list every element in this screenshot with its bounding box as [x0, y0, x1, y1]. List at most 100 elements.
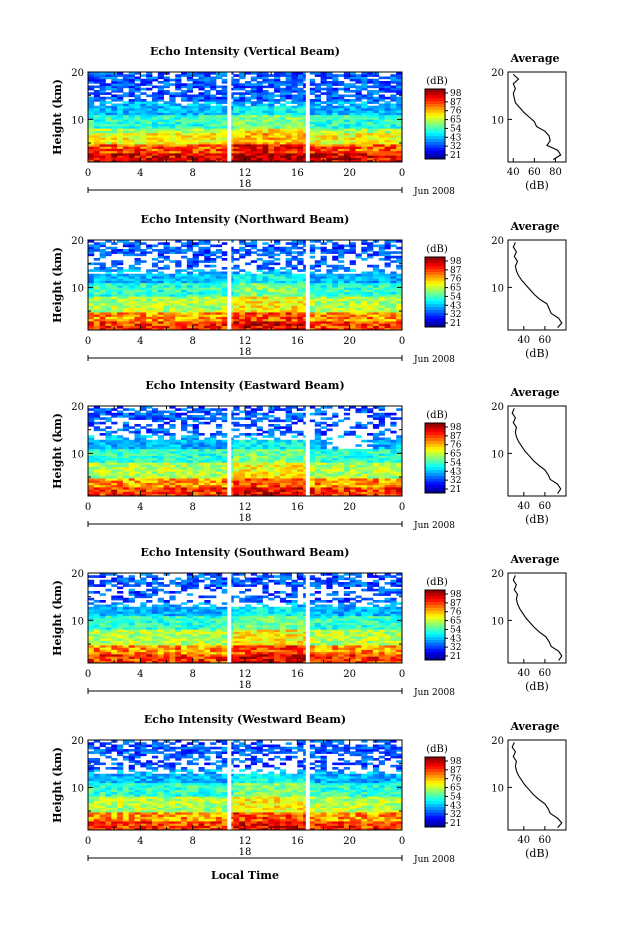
- heatmap-cell: [245, 305, 252, 308]
- heatmap-cell: [245, 155, 252, 158]
- heatmap-cell: [314, 309, 321, 313]
- heatmap-cell: [140, 314, 147, 317]
- heatmap-cell: [308, 130, 316, 134]
- heatmap-cell: [291, 251, 298, 254]
- heatmap-cell: [332, 244, 339, 248]
- heatmap-cell: [134, 76, 141, 80]
- heatmap-cell: [256, 157, 263, 161]
- heatmap-cell: [215, 112, 223, 116]
- heatmap-cell: [349, 318, 356, 322]
- heatmap-cell: [378, 135, 385, 138]
- heatmap-cell: [93, 314, 101, 317]
- heatmap-cell: [338, 309, 345, 313]
- heatmap-cell: [338, 244, 345, 248]
- heatmap-cell: [134, 460, 141, 463]
- heatmap-cell: [163, 455, 170, 459]
- heatmap-cell: [204, 240, 211, 243]
- heatmap-cell: [355, 462, 362, 465]
- heatmap-cell: [210, 484, 217, 488]
- heatmap-cell: [291, 90, 298, 93]
- heatmap-cell: [93, 305, 101, 308]
- heatmap-cell: [111, 99, 118, 102]
- heatmap-cell: [279, 150, 287, 154]
- heatmap-cell: [215, 114, 223, 118]
- heatmap-cell: [378, 119, 385, 122]
- heatmap-cell: [233, 141, 240, 145]
- heatmap-cell: [297, 287, 304, 290]
- heatmap-cell: [204, 489, 211, 492]
- day-label: 18: [239, 347, 252, 358]
- heatmap-cell: [326, 94, 333, 98]
- heatmap-cell: [314, 105, 321, 109]
- heatmap-cell: [146, 155, 153, 158]
- heatmap-cell: [384, 150, 391, 154]
- heatmap-cell: [122, 451, 130, 454]
- heatmap-cell: [297, 318, 304, 322]
- heatmap-cell: [233, 110, 240, 113]
- heatmap-cell: [245, 137, 252, 140]
- heatmap-cell: [396, 471, 403, 474]
- heatmap-cell: [250, 280, 258, 284]
- heatmap-cell: [256, 280, 263, 284]
- heatmap-cell: [320, 312, 327, 315]
- heatmap-cell: [163, 296, 170, 299]
- heatmap-cell: [175, 126, 182, 129]
- heatmap-cell: [279, 462, 287, 465]
- heatmap-cell: [349, 300, 356, 304]
- heatmap-cell: [390, 303, 397, 306]
- heatmap-cell: [332, 144, 339, 147]
- heatmap-cell: [250, 260, 258, 263]
- heatmap-cell: [117, 130, 124, 134]
- heatmap-cell: [163, 117, 170, 120]
- heatmap-cell: [285, 296, 292, 299]
- heatmap-cell: [163, 298, 170, 302]
- heatmap-cell: [198, 312, 205, 315]
- heatmap-cell: [88, 76, 95, 80]
- heatmap-cell: [192, 262, 199, 266]
- heatmap-cell: [140, 78, 147, 82]
- heatmap-cell: [332, 473, 339, 477]
- heatmap-cell: [338, 273, 345, 277]
- heatmap-cell: [128, 249, 135, 252]
- heatmap-cell: [140, 473, 147, 477]
- heatmap-cell: [198, 289, 205, 293]
- heatmap-cell: [314, 493, 321, 497]
- heatmap-cell: [140, 489, 147, 492]
- heatmap-cell: [93, 262, 101, 266]
- heatmap-cell: [122, 244, 130, 248]
- heatmap-cell: [210, 146, 217, 149]
- heatmap-cell: [233, 296, 240, 299]
- heatmap-cell: [355, 307, 362, 311]
- heatmap-cell: [262, 94, 269, 98]
- heatmap-cell: [390, 108, 397, 111]
- heatmap-cell: [88, 110, 95, 113]
- heatmap-cell: [396, 469, 403, 472]
- heatmap-cell: [367, 455, 374, 459]
- heatmap-cell: [396, 83, 403, 86]
- heatmap-cell: [396, 276, 403, 279]
- heatmap-cell: [111, 94, 118, 98]
- heatmap-cell: [186, 453, 194, 456]
- heatmap-cell: [146, 451, 153, 454]
- heatmap-cell: [268, 314, 275, 317]
- heatmap-cell: [163, 135, 170, 138]
- heatmap-cell: [198, 466, 205, 470]
- heatmap-cell: [192, 307, 199, 311]
- heatmap-cell: [320, 305, 327, 308]
- heatmap-cell: [279, 487, 287, 490]
- heatmap-cell: [332, 318, 339, 322]
- heatmap-cell: [291, 114, 298, 118]
- heatmap-cell: [268, 96, 275, 100]
- heatmap-cell: [338, 475, 345, 479]
- heatmap-cell: [308, 287, 316, 290]
- heatmap-cell: [151, 114, 159, 118]
- heatmap-cell: [274, 276, 281, 279]
- heatmap-cell: [320, 466, 327, 470]
- heatmap-cell: [297, 81, 304, 84]
- heatmap-cell: [198, 119, 205, 122]
- heatmap-cell: [122, 289, 130, 293]
- heatmap-cell: [332, 126, 339, 129]
- heatmap-cell: [181, 150, 188, 154]
- heatmap-cell: [122, 148, 130, 152]
- heatmap-cell: [378, 278, 385, 281]
